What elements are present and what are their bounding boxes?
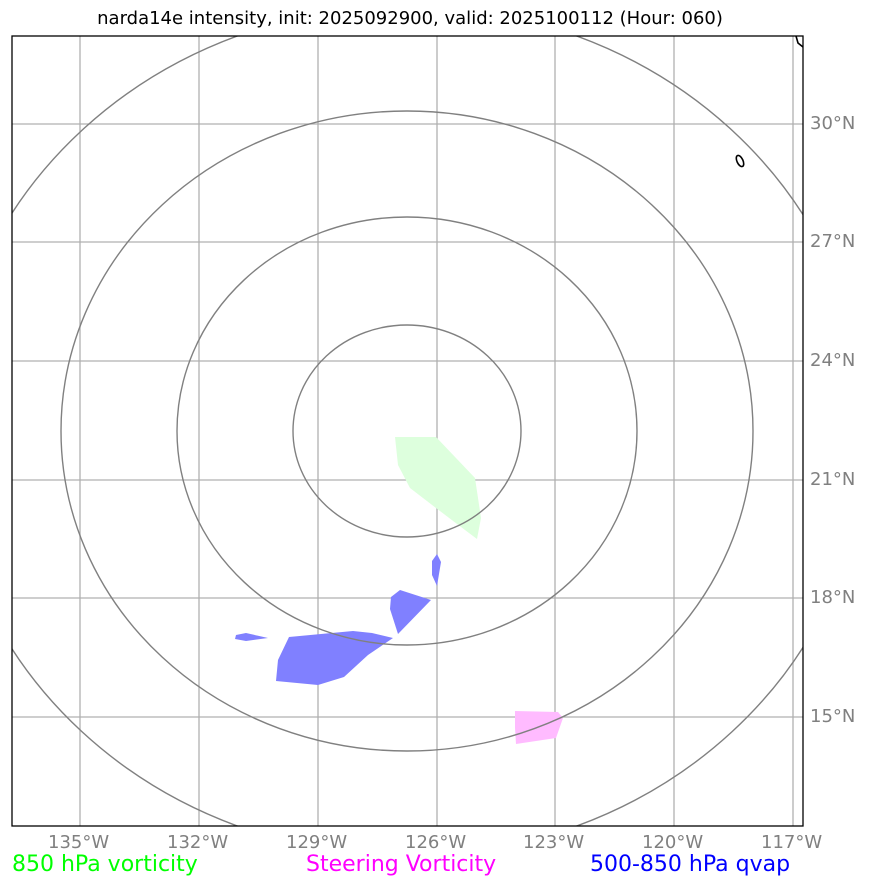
lon-label-126w: 126°W bbox=[405, 832, 467, 853]
qvap-area bbox=[276, 631, 393, 685]
qvap-area bbox=[235, 633, 268, 641]
range-ring bbox=[292, 324, 522, 538]
island-outline bbox=[735, 154, 745, 168]
lat-label-27n: 27°N bbox=[810, 231, 856, 252]
legend-qvap: 500-850 hPa qvap bbox=[590, 852, 791, 877]
lon-label-117w: 117°W bbox=[761, 832, 823, 853]
lat-label-15n: 15°N bbox=[810, 706, 856, 727]
legend-850-vorticity: 850 hPa vorticity bbox=[12, 852, 198, 877]
vorticity-850-area bbox=[395, 437, 481, 539]
range-ring bbox=[176, 216, 638, 646]
lat-label-21n: 21°N bbox=[810, 469, 856, 490]
qvap-areas bbox=[235, 554, 441, 685]
range-ring bbox=[12, 36, 803, 826]
lon-label-135w: 135°W bbox=[48, 832, 110, 853]
plot-frame bbox=[11, 35, 804, 827]
qvap-area bbox=[432, 554, 441, 586]
lon-label-120w: 120°W bbox=[642, 832, 704, 853]
lat-label-24n: 24°N bbox=[810, 350, 856, 371]
qvap-area bbox=[390, 590, 431, 634]
range-rings bbox=[12, 36, 803, 826]
lon-label-123w: 123°W bbox=[523, 832, 585, 853]
legend-steering-vorticity: Steering Vorticity bbox=[306, 852, 497, 877]
range-ring bbox=[60, 110, 754, 752]
graticule bbox=[12, 36, 803, 826]
coastline-segment bbox=[795, 36, 803, 48]
lat-label-18n: 18°N bbox=[810, 587, 856, 608]
coastline bbox=[735, 36, 803, 168]
lat-label-30n: 30°N bbox=[810, 113, 856, 134]
lon-label-132w: 132°W bbox=[167, 832, 229, 853]
plot-title: narda14e intensity, init: 2025092900, va… bbox=[97, 8, 723, 29]
lon-label-129w: 129°W bbox=[286, 832, 348, 853]
